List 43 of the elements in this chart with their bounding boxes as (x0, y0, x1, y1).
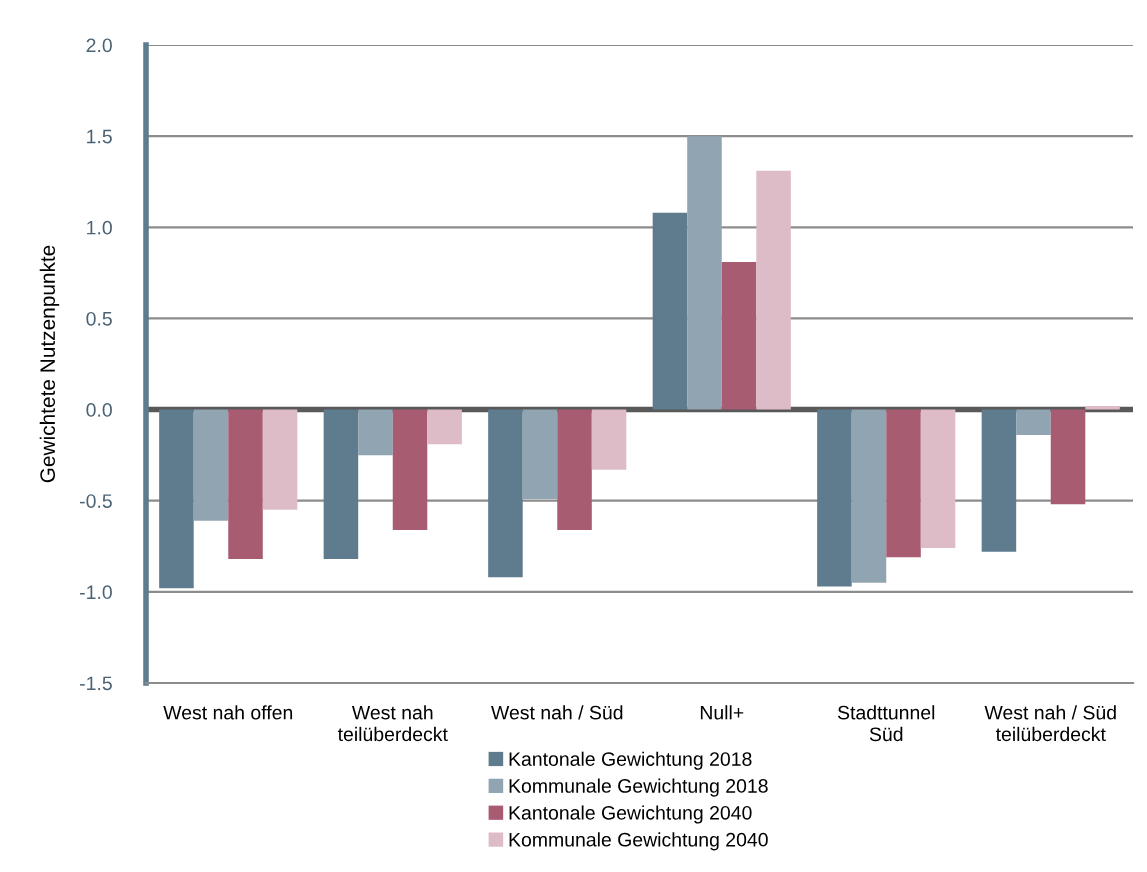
legend-label: Kommunale Gewichtung 2040 (509, 832, 768, 851)
bar (323, 409, 359, 560)
bar (358, 409, 393, 456)
y-axis-title: Gewichtete Nutzenpunkte (39, 245, 60, 483)
y-tick-label: 1.0 (87, 220, 112, 235)
x-tick-label: West nah / Süd (491, 705, 623, 720)
bar (159, 409, 194, 589)
bar (193, 409, 229, 521)
bar (756, 170, 791, 410)
y-tick-label: -1.0 (80, 585, 112, 600)
bar (1085, 405, 1120, 410)
legend-label: Kantonale Gewichtung 2018 (509, 751, 752, 770)
x-tick-label: West nah offen (163, 705, 293, 720)
bar (920, 409, 956, 549)
y-tick-label: 2.0 (86, 38, 112, 53)
x-tick-label: Stadttunnel Süd (837, 705, 935, 742)
y-tick-label: 1.5 (87, 129, 112, 144)
bar (392, 409, 428, 530)
bar (851, 409, 887, 583)
bar (817, 409, 852, 587)
bar (488, 409, 523, 578)
bar (721, 261, 757, 410)
bar (886, 409, 921, 558)
y-tick-label: -1.5 (80, 676, 112, 691)
bar (427, 409, 462, 445)
bar (1016, 409, 1051, 436)
y-tick-label: 0.5 (86, 311, 112, 326)
x-tick-label: West nah teilüberdeckt (337, 705, 448, 742)
bar (981, 409, 1017, 552)
bar (522, 409, 558, 499)
legend-label: Kantonale Gewichtung 2040 (509, 805, 752, 824)
y-tick-label: 0.0 (86, 403, 112, 417)
bar (687, 136, 722, 410)
bar (228, 409, 263, 560)
bar (557, 409, 592, 530)
bar (1050, 409, 1086, 505)
bar (652, 212, 688, 410)
y-tick-label: -0.5 (80, 494, 112, 508)
bar (262, 409, 298, 510)
bar (591, 409, 627, 470)
x-tick-label: West nah / Süd teilüberdeckt (984, 705, 1116, 742)
legend-label: Kommunale Gewichtung 2018 (509, 778, 768, 797)
x-tick-label: Null+ (700, 705, 744, 720)
